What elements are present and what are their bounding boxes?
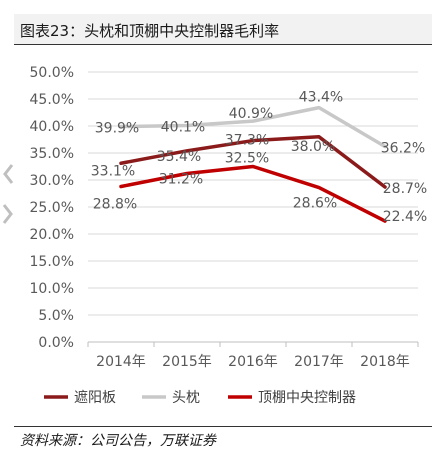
data-label: 43.4% <box>299 90 343 106</box>
x-tick-label: 2015年 <box>162 354 212 370</box>
y-tick-label: 50.0% <box>30 65 74 81</box>
y-tick-label: 0.0% <box>38 335 74 351</box>
y-tick-label: 45.0% <box>30 92 74 108</box>
title-divider <box>14 44 432 45</box>
series-line-ceiling-controller <box>119 164 387 223</box>
series-line-sun-visor <box>119 135 387 189</box>
chevron-right-icon <box>2 203 14 225</box>
data-label: 40.9% <box>229 106 273 122</box>
y-tick-label: 40.0% <box>30 119 74 135</box>
figure-title: 图表23：头枕和顶棚中央控制器毛利率 <box>20 22 280 40</box>
line-chart: 0.0% 5.0% 10.0% 15.0% 20.0% 25.0% 30.0% 35.0% 40… <box>30 65 428 406</box>
source-note: 资料来源：公司公告，万联证券 <box>20 433 216 449</box>
data-label: 28.7% <box>383 181 427 197</box>
data-label: 32.5% <box>225 151 269 167</box>
data-label: 22.4% <box>383 209 427 225</box>
y-tick-label: 35.0% <box>30 146 74 162</box>
footer-divider <box>14 426 432 427</box>
y-tick-label: 10.0% <box>30 281 74 297</box>
data-label: 36.2% <box>381 141 425 157</box>
data-label: 28.8% <box>93 196 137 212</box>
x-tick-label: 2017年 <box>294 354 344 370</box>
chevron-left-icon <box>2 163 14 185</box>
data-label: 33.1% <box>91 163 135 179</box>
series-line-headrest <box>119 105 387 149</box>
data-label: 31.2% <box>159 172 203 188</box>
legend-label: 头枕 <box>172 390 200 406</box>
x-tick-label: 2018年 <box>360 354 410 370</box>
legend-label: 顶棚中央控制器 <box>258 390 356 406</box>
data-label: 40.1% <box>161 119 205 135</box>
y-tick-label: 20.0% <box>30 227 74 243</box>
y-tick-label: 30.0% <box>30 173 74 189</box>
y-tick-label: 25.0% <box>30 200 74 216</box>
data-label: 38.0% <box>291 139 335 155</box>
legend-label: 遮阳板 <box>74 390 116 406</box>
figure-title-bar: 图表23：头枕和顶棚中央控制器毛利率 <box>14 14 432 44</box>
y-tick-label: 15.0% <box>30 254 74 270</box>
data-label: 35.4% <box>157 149 201 165</box>
y-tick-label: 5.0% <box>38 308 74 324</box>
x-tick-label: 2014年 <box>96 354 146 370</box>
data-label: 37.3% <box>225 133 269 149</box>
data-label: 28.6% <box>293 196 337 212</box>
data-label: 39.9% <box>95 121 139 137</box>
x-tick-label: 2016年 <box>228 354 278 370</box>
